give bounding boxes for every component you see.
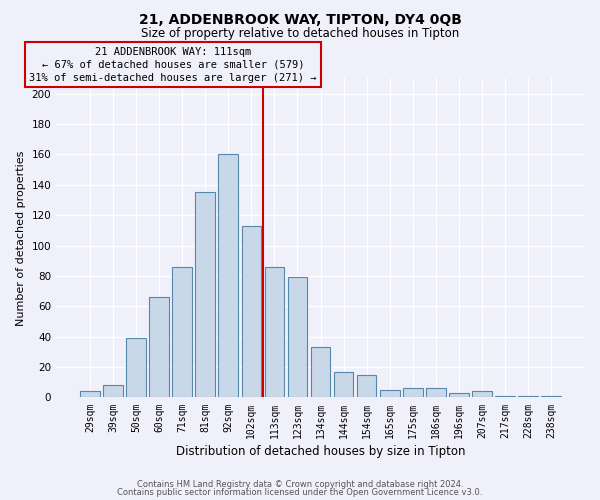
Bar <box>426 388 446 398</box>
Text: Size of property relative to detached houses in Tipton: Size of property relative to detached ho… <box>141 28 459 40</box>
Bar <box>287 278 307 398</box>
Bar <box>218 154 238 398</box>
Bar <box>518 396 538 398</box>
Y-axis label: Number of detached properties: Number of detached properties <box>16 150 26 326</box>
Bar <box>311 348 331 398</box>
Text: 21 ADDENBROOK WAY: 111sqm
← 67% of detached houses are smaller (579)
31% of semi: 21 ADDENBROOK WAY: 111sqm ← 67% of detac… <box>29 46 317 83</box>
Bar <box>265 267 284 398</box>
Bar <box>242 226 261 398</box>
X-axis label: Distribution of detached houses by size in Tipton: Distribution of detached houses by size … <box>176 444 465 458</box>
Bar <box>172 267 192 398</box>
Bar <box>103 386 123 398</box>
Bar <box>357 374 376 398</box>
Bar <box>495 396 515 398</box>
Text: Contains HM Land Registry data © Crown copyright and database right 2024.: Contains HM Land Registry data © Crown c… <box>137 480 463 489</box>
Bar <box>380 390 400 398</box>
Bar <box>334 372 353 398</box>
Bar <box>126 338 146 398</box>
Text: 21, ADDENBROOK WAY, TIPTON, DY4 0QB: 21, ADDENBROOK WAY, TIPTON, DY4 0QB <box>139 12 461 26</box>
Bar <box>541 396 561 398</box>
Bar <box>472 392 492 398</box>
Bar <box>449 393 469 398</box>
Bar <box>196 192 215 398</box>
Bar <box>403 388 422 398</box>
Text: Contains public sector information licensed under the Open Government Licence v3: Contains public sector information licen… <box>118 488 482 497</box>
Bar <box>149 297 169 398</box>
Bar <box>80 392 100 398</box>
